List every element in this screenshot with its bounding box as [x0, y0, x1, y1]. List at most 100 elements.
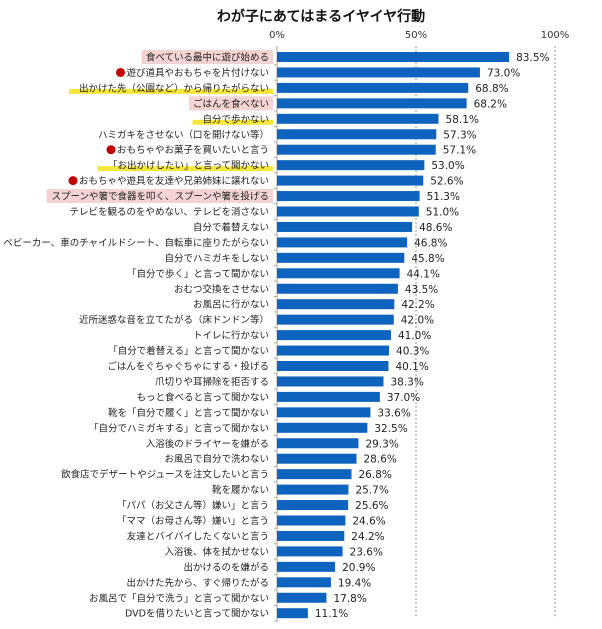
- category-label: 友達とバイバイしたくないと言う: [127, 530, 269, 542]
- category-label: DVDを借りたいと言って聞かない: [125, 608, 269, 620]
- x-tick-label: 100%: [541, 30, 570, 41]
- bar: [277, 330, 391, 341]
- x-tick-label: 50%: [405, 30, 427, 41]
- category-label: 「自分で着替える」と言って聞かない: [108, 345, 269, 357]
- red-dot-marker: [116, 67, 125, 77]
- label-highlight-pink: [141, 50, 273, 64]
- bar: [277, 530, 345, 541]
- value-label: 73.0%: [487, 67, 520, 79]
- category-label: 飲食店でデザートやジュースを注文したいと言う: [61, 469, 269, 481]
- category-label: スプーンや箸で食器を叩く、スプーンや箸を投げる: [51, 191, 269, 203]
- value-label: 28.6%: [364, 454, 397, 466]
- bar: [277, 206, 419, 217]
- bar: [277, 469, 352, 480]
- bar: [277, 376, 384, 387]
- value-label: 17.8%: [333, 593, 366, 605]
- bar: [277, 129, 437, 140]
- category-label: おむつ交換をさせない: [174, 283, 269, 295]
- category-label: 入浴後のドライヤーを嫌がる: [146, 438, 269, 450]
- value-label: 29.3%: [365, 438, 398, 450]
- bar: [277, 82, 469, 93]
- category-label: ハミガキをさせない（口を開けない等）: [98, 129, 269, 141]
- value-label: 51.3%: [427, 191, 460, 203]
- bar: [277, 67, 480, 78]
- category-label: ごはんを食べない: [193, 98, 269, 110]
- value-label: 40.1%: [395, 361, 428, 373]
- value-label: 25.7%: [355, 485, 388, 497]
- x-tick-label: 0%: [269, 30, 285, 41]
- category-label: ベビーカー、車のチャイルドシート、自転車に座りたがらない: [3, 237, 269, 249]
- bar: [277, 113, 439, 124]
- bar: [277, 407, 371, 418]
- value-label: 57.1%: [443, 145, 476, 157]
- red-dot-marker: [106, 145, 116, 155]
- value-label: 51.0%: [426, 207, 459, 219]
- red-dot-marker: [68, 176, 78, 186]
- bar: [277, 561, 336, 572]
- category-label: 「お出かけしたい」と言って聞かない: [108, 160, 269, 172]
- value-label: 37.0%: [387, 392, 420, 404]
- bar: [277, 361, 389, 371]
- bar: [277, 144, 436, 155]
- value-label: 44.1%: [407, 268, 440, 280]
- value-label: 32.5%: [374, 423, 407, 435]
- bar: [277, 175, 424, 186]
- category-label: 「自分で歩く」と言って聞かない: [127, 268, 269, 280]
- value-label: 25.6%: [355, 500, 388, 512]
- value-label: 24.6%: [352, 516, 385, 528]
- value-label: 52.6%: [430, 176, 463, 188]
- bar: [277, 577, 331, 588]
- bar: [277, 500, 349, 511]
- category-label: おもちゃや遊具を友達や兄弟姉妹に譲れない: [79, 175, 269, 187]
- value-label: 11.1%: [315, 608, 348, 620]
- value-label: 42.0%: [401, 315, 434, 327]
- category-label: 「自分でハミガキする」と言って聞かない: [89, 422, 269, 434]
- bar: [277, 52, 510, 62]
- value-label: 48.6%: [419, 222, 452, 234]
- label-highlight-pink: [189, 96, 273, 111]
- label-highlight-yellow: [69, 88, 273, 94]
- category-label: 遊び道具やおもちゃを片付けない: [126, 67, 269, 79]
- category-label: 出かけた先から、すぐ帰りたがる: [126, 577, 269, 589]
- bar: [277, 160, 425, 171]
- category-label: お風呂で自分で洗わない: [164, 453, 269, 465]
- bar: [277, 515, 346, 526]
- category-label: お風呂に行かない: [193, 299, 269, 311]
- category-label: 出かけるのを嫌がる: [183, 561, 269, 573]
- label-highlight-pink: [46, 189, 273, 204]
- category-label: 入浴後、体を拭かせない: [164, 546, 269, 558]
- bar: [277, 422, 368, 433]
- bar: [277, 438, 359, 449]
- value-label: 40.3%: [396, 346, 429, 358]
- category-label: おもちゃやお菓子を買いたいと言う: [117, 144, 269, 156]
- bar: [277, 592, 327, 603]
- bar: [277, 391, 380, 402]
- bar: [277, 237, 408, 248]
- bar: [277, 252, 405, 263]
- value-label: 45.8%: [411, 253, 444, 265]
- value-label: 33.6%: [377, 407, 410, 419]
- value-label: 58.1%: [446, 114, 479, 126]
- bar: [277, 98, 467, 109]
- value-label: 57.3%: [443, 129, 476, 141]
- value-label: 19.4%: [338, 577, 371, 589]
- category-label: 食べている最中に遊び始める: [146, 52, 269, 64]
- category-label: ごはんをぐちゃぐちゃにする・投げる: [107, 361, 269, 373]
- label-highlight-yellow: [192, 119, 273, 125]
- category-label: 自分で着替えない: [193, 221, 269, 233]
- value-label: 38.3%: [390, 376, 423, 388]
- value-label: 46.8%: [414, 237, 447, 249]
- bar: [277, 191, 420, 202]
- category-label: 靴を履かない: [212, 484, 269, 496]
- bar: [277, 268, 400, 279]
- category-label: テレビを観るのをやめない、テレビを消さない: [69, 206, 269, 218]
- value-label: 26.8%: [359, 469, 392, 481]
- category-label: 「ママ（お母さん等）嫌い」と言う: [117, 515, 269, 527]
- label-highlight-yellow: [97, 166, 273, 172]
- value-label: 42.2%: [401, 299, 434, 311]
- value-label: 53.0%: [431, 160, 464, 172]
- bar: [277, 484, 349, 495]
- value-label: 24.2%: [351, 531, 384, 543]
- category-label: もっと食べると言って聞かない: [136, 391, 269, 403]
